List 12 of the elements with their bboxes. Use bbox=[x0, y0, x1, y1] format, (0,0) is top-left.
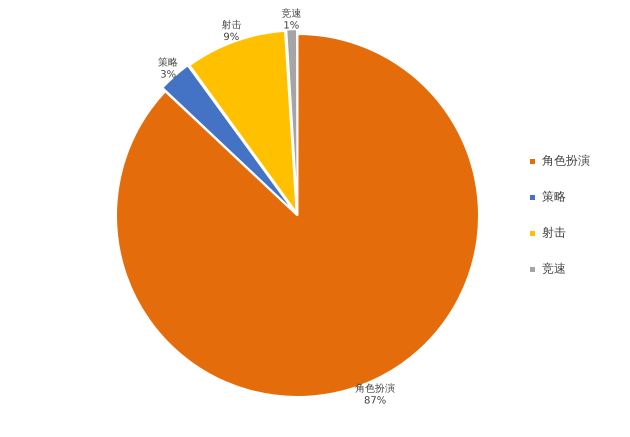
data-label: 87% bbox=[364, 396, 386, 407]
legend-label: 角色扮演 bbox=[542, 154, 590, 168]
slice-label: 策略 bbox=[158, 56, 178, 68]
data-label: 1% bbox=[283, 20, 300, 32]
data-label: 3% bbox=[160, 69, 176, 80]
slice-label: 角色扮演 bbox=[355, 382, 396, 395]
legend-label: 策略 bbox=[542, 190, 566, 204]
slice-label: 竞速 bbox=[281, 8, 302, 20]
slice-label: 射击 bbox=[221, 19, 242, 32]
data-label: 9% bbox=[223, 32, 240, 44]
legend-label: 射击 bbox=[542, 226, 566, 240]
legend-label: 竞速 bbox=[542, 262, 566, 276]
